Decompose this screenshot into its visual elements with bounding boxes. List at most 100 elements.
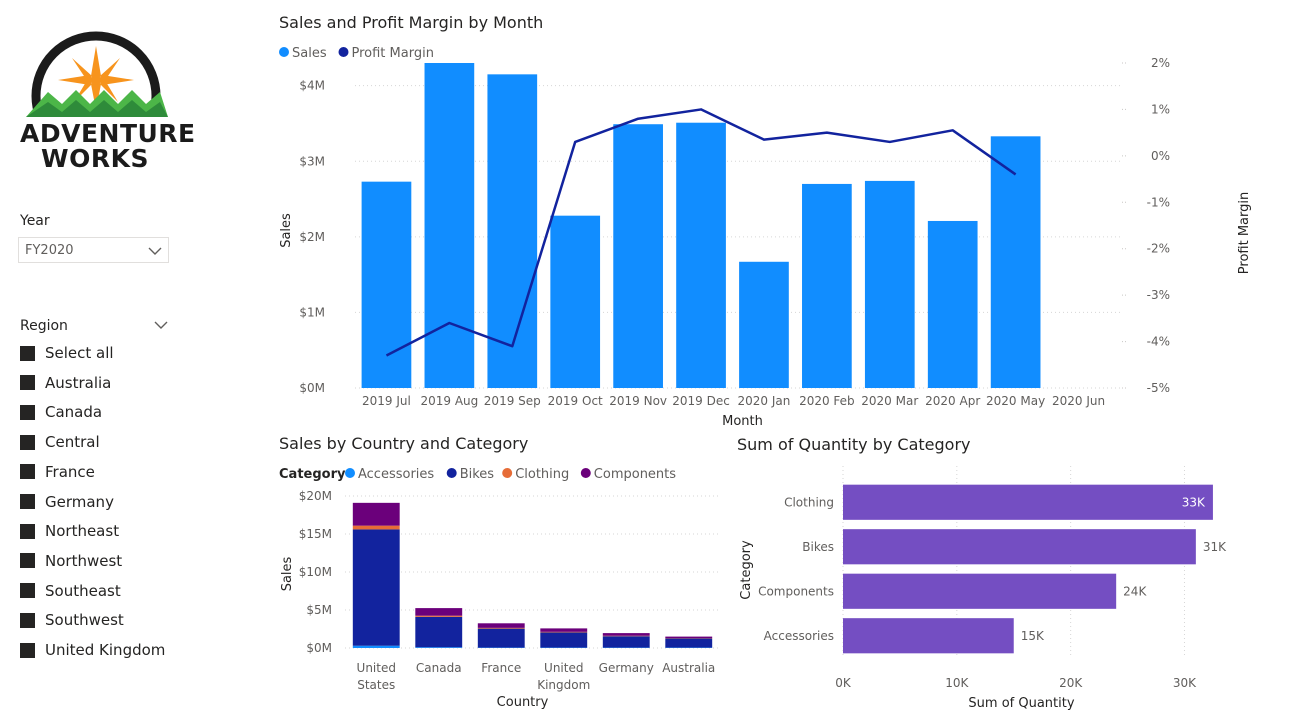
stacked-bar-segment-bikes[interactable] bbox=[477, 628, 525, 648]
profit-margin-line[interactable] bbox=[385, 108, 1017, 357]
stacked-bar-segment-clothing[interactable] bbox=[352, 525, 400, 530]
stacked-bar-segment-bikes[interactable] bbox=[665, 638, 713, 648]
stacked-bar-segment-components[interactable] bbox=[352, 502, 400, 526]
legend-label: Clothing bbox=[515, 467, 569, 482]
stacked-bar-segment-bikes[interactable] bbox=[602, 636, 650, 648]
quantity-bar[interactable] bbox=[843, 484, 1213, 520]
stacked-bar-segment-bikes[interactable] bbox=[540, 632, 588, 648]
x-tick-label: Australia bbox=[662, 661, 715, 675]
x-tick-label: 2020 Apr bbox=[925, 394, 980, 408]
sales-bar[interactable] bbox=[361, 181, 412, 388]
y2-tick-label: -5% bbox=[1147, 381, 1170, 395]
checkbox-icon[interactable] bbox=[20, 375, 35, 391]
data-label: 15K bbox=[1021, 629, 1045, 643]
stacked-bar-segment-clothing[interactable] bbox=[415, 615, 463, 617]
x-tick-label: Kingdom bbox=[537, 678, 590, 692]
x-axis-title: Sum of Quantity bbox=[968, 696, 1074, 711]
region-item-northwest[interactable]: Northwest bbox=[20, 550, 122, 572]
sales-bar[interactable] bbox=[613, 124, 663, 388]
y-tick-label: $0M bbox=[299, 381, 325, 395]
sales-bar[interactable] bbox=[424, 63, 475, 388]
y2-tick-label: 1% bbox=[1151, 102, 1170, 116]
stacked-bar-segment-clothing[interactable] bbox=[540, 631, 588, 633]
sales-bar[interactable] bbox=[864, 180, 915, 388]
legend-label: Sales bbox=[292, 46, 327, 61]
checkbox-icon[interactable] bbox=[20, 523, 35, 539]
checkbox-icon[interactable] bbox=[20, 404, 35, 420]
quantity-bar[interactable] bbox=[843, 618, 1014, 654]
y-axis-title: Sales bbox=[279, 213, 294, 248]
y2-tick-label: -4% bbox=[1147, 335, 1170, 349]
region-item-southeast[interactable]: Southeast bbox=[20, 580, 121, 602]
sales-bar[interactable] bbox=[739, 261, 789, 388]
year-dropdown[interactable]: FY2020 bbox=[18, 237, 169, 263]
sales-by-country-chart: Category Accessories Bikes Clothing Componen… bbox=[279, 467, 720, 710]
stacked-bar-segment-bikes[interactable] bbox=[352, 529, 400, 646]
region-item-germany[interactable]: Germany bbox=[20, 491, 114, 513]
checkbox-icon[interactable] bbox=[20, 434, 35, 450]
data-label: 31K bbox=[1203, 540, 1227, 554]
sales-bar[interactable] bbox=[550, 215, 601, 388]
region-item-label: Northeast bbox=[45, 522, 120, 541]
y-tick-label: Bikes bbox=[802, 540, 834, 554]
region-item-france[interactable]: France bbox=[20, 461, 95, 483]
stacked-bar-segment-clothing[interactable] bbox=[477, 627, 525, 629]
stacked-bar-segment-bikes[interactable] bbox=[415, 616, 463, 648]
stacked-bar-segment-components[interactable] bbox=[665, 636, 713, 639]
sales-bar[interactable] bbox=[802, 183, 852, 388]
year-selected-value: FY2020 bbox=[25, 243, 74, 258]
checkbox-icon[interactable] bbox=[20, 464, 35, 480]
y2-tick-label: -1% bbox=[1147, 195, 1170, 209]
stacked-bar-segment-components[interactable] bbox=[540, 628, 588, 632]
y-tick-label: $5M bbox=[306, 603, 332, 617]
stacked-bar-segment-components[interactable] bbox=[602, 633, 650, 636]
x-axis-title: Country bbox=[497, 695, 549, 710]
stacked-bar-segment-accessories[interactable] bbox=[415, 647, 463, 648]
region-item-canada[interactable]: Canada bbox=[20, 401, 102, 423]
region-item-label: France bbox=[45, 462, 95, 481]
legend-title: Category bbox=[279, 467, 346, 482]
stacked-bar-segment-components[interactable] bbox=[415, 608, 463, 616]
region-item-central[interactable]: Central bbox=[20, 431, 100, 453]
stacked-bar-segment-components[interactable] bbox=[477, 623, 525, 628]
y2-tick-label: -3% bbox=[1147, 288, 1170, 302]
x-tick-label: 2020 Jan bbox=[738, 394, 791, 408]
sales-bar[interactable] bbox=[676, 122, 726, 389]
chevron-down-icon[interactable] bbox=[154, 318, 168, 332]
checkbox-icon[interactable] bbox=[20, 583, 35, 599]
brand-line-2: Works bbox=[41, 144, 149, 173]
x-tick-label: 30K bbox=[1173, 676, 1197, 690]
region-slicer-title: Region bbox=[20, 318, 68, 334]
y2-tick-label: -2% bbox=[1147, 242, 1170, 256]
sales-bar[interactable] bbox=[927, 220, 978, 388]
x-tick-label: 2019 Sep bbox=[484, 394, 541, 408]
region-item-southwest[interactable]: Southwest bbox=[20, 609, 124, 631]
checkbox-icon[interactable] bbox=[20, 553, 35, 569]
bottom-left-chart-title: Sales by Country and Category bbox=[279, 434, 529, 453]
checkbox-icon[interactable] bbox=[20, 345, 35, 361]
x-tick-label: Germany bbox=[599, 661, 654, 675]
sales-bar[interactable] bbox=[487, 74, 538, 388]
data-label: 33K bbox=[1182, 495, 1206, 509]
sales-bar[interactable] bbox=[990, 136, 1041, 388]
checkbox-icon[interactable] bbox=[20, 494, 35, 509]
x-tick-label: 2020 Feb bbox=[799, 394, 855, 408]
quantity-bar[interactable] bbox=[843, 529, 1196, 565]
checkbox-icon[interactable] bbox=[20, 612, 35, 628]
region-item-label: Germany bbox=[45, 492, 114, 511]
region-item-united-kingdom[interactable]: United Kingdom bbox=[20, 639, 165, 661]
region-item-australia[interactable]: Australia bbox=[20, 372, 111, 394]
legend-label: Bikes bbox=[460, 467, 495, 482]
region-item-select-all[interactable]: Select all bbox=[20, 342, 114, 364]
year-slicer-title: Year bbox=[20, 213, 50, 229]
region-item-label: Southeast bbox=[45, 581, 121, 600]
stacked-bar-segment-accessories[interactable] bbox=[352, 645, 400, 648]
y2-tick-label: 2% bbox=[1151, 56, 1170, 70]
y-tick-label: $4M bbox=[299, 79, 325, 93]
quantity-by-category-chart: 0K 10K 20K 30K Clothing 33K Bikes 31K Components… bbox=[739, 466, 1227, 711]
checkbox-icon[interactable] bbox=[20, 642, 35, 658]
region-item-northeast[interactable]: Northeast bbox=[20, 520, 119, 542]
quantity-bar[interactable] bbox=[843, 573, 1117, 609]
brand-line-1: Adventure bbox=[20, 119, 196, 148]
legend-marker-clothing bbox=[502, 468, 513, 478]
